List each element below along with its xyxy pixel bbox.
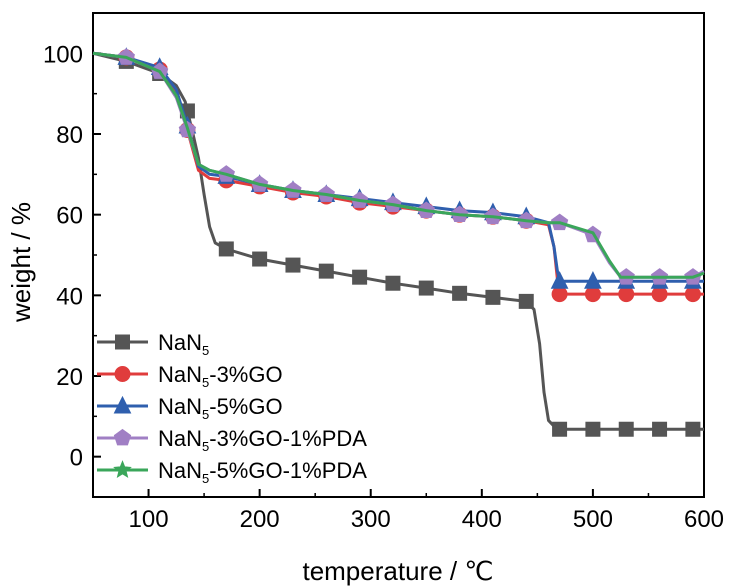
- legend-item: NaN5-5%GO-1%PDA: [97, 458, 367, 486]
- x-tick-label: 400: [462, 506, 502, 533]
- circle-marker: [551, 286, 568, 303]
- x-tick-label: 600: [684, 506, 724, 533]
- series-5: [92, 51, 705, 279]
- y-tick-label: 20: [56, 364, 83, 391]
- x-tick-label: 300: [351, 506, 391, 533]
- triangle-marker: [550, 271, 569, 289]
- series-4: [92, 48, 705, 285]
- square-marker: [218, 241, 234, 257]
- y-tick-label: 100: [43, 41, 83, 68]
- legend-item: NaN5-3%GO-1%PDA: [97, 426, 367, 454]
- square-marker: [385, 275, 401, 291]
- axis-ticks: 100 200 300 400 500 600 0 20 40 60 80 100: [43, 12, 724, 533]
- square-marker: [285, 257, 301, 273]
- square-marker: [352, 269, 368, 285]
- circle-marker: [684, 286, 701, 303]
- legend-label: NaN5-3%GO-1%PDA: [158, 426, 367, 454]
- square-marker: [552, 421, 568, 437]
- legend-item: NaN5-3%GO: [97, 362, 283, 390]
- series-line: [92, 51, 704, 283]
- series-line: [92, 51, 705, 279]
- series-layer: [92, 47, 705, 437]
- legend-label: NaN5: [158, 330, 209, 358]
- circle-marker: [114, 366, 131, 382]
- square-marker: [252, 251, 268, 267]
- square-marker: [452, 285, 468, 301]
- pentagon-marker: [113, 428, 132, 446]
- series-line: [92, 51, 705, 279]
- square-marker: [685, 421, 701, 437]
- circle-marker: [651, 286, 668, 303]
- series-line: [92, 51, 704, 296]
- legend: NaN5 NaN5-3%GO NaN5-5%GO NaN5-3%GO-1%PDA NaN…: [97, 330, 367, 486]
- circle-marker: [618, 286, 635, 303]
- triangle-marker: [584, 271, 602, 289]
- y-tick-label: 60: [56, 203, 83, 230]
- square-marker: [115, 334, 130, 350]
- square-marker: [485, 289, 501, 305]
- plot-frame: [92, 12, 705, 498]
- circle-marker: [584, 286, 601, 303]
- x-axis-title: temperature / ℃: [302, 556, 493, 586]
- triangle-marker: [113, 395, 132, 414]
- y-axis-title: weight / %: [6, 202, 36, 323]
- y-tick-label: 80: [56, 122, 83, 149]
- square-marker: [652, 421, 668, 437]
- legend-item: NaN5-5%GO: [97, 394, 283, 422]
- series-3: [92, 47, 704, 289]
- legend-item: NaN5: [97, 330, 209, 358]
- x-tick-label: 200: [240, 506, 280, 533]
- legend-label: NaN5-5%GO-1%PDA: [158, 458, 367, 486]
- legend-label: NaN5-3%GO: [158, 362, 283, 390]
- square-marker: [418, 280, 434, 296]
- star-marker: [113, 460, 132, 478]
- x-tick-label: 100: [129, 506, 169, 533]
- y-tick-label: 0: [70, 445, 83, 472]
- square-marker: [518, 293, 534, 309]
- square-marker: [618, 421, 634, 437]
- y-tick-label: 40: [56, 283, 83, 310]
- legend-label: NaN5-5%GO: [158, 394, 283, 422]
- square-marker: [318, 263, 334, 279]
- square-marker: [585, 421, 601, 437]
- x-tick-label: 500: [573, 506, 613, 533]
